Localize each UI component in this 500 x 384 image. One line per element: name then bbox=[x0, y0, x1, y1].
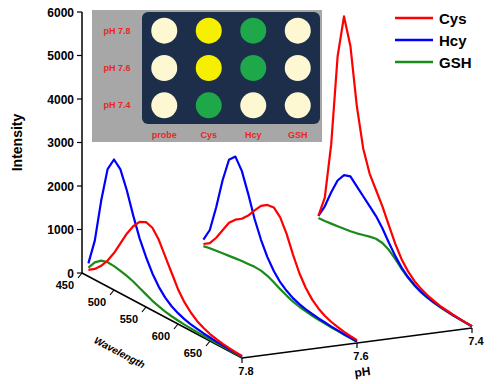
inset-background bbox=[92, 10, 322, 142]
series-line bbox=[318, 175, 472, 326]
inset-cell bbox=[196, 55, 222, 81]
inset-cell bbox=[285, 92, 311, 118]
inset-cell bbox=[285, 18, 311, 44]
inset: pH 7.8 pH 7.6 pH 7.4 probe Cys Hcy GSH bbox=[92, 10, 322, 142]
inset-cell bbox=[240, 55, 266, 81]
chart: 0100020003000400050006000Intensity450500… bbox=[0, 0, 500, 384]
inset-row-label: pH 7.6 bbox=[103, 63, 130, 73]
y-tick-label: 2000 bbox=[47, 180, 74, 194]
y-tick bbox=[77, 98, 82, 99]
series-line bbox=[88, 160, 242, 357]
inset-cell bbox=[151, 18, 177, 44]
y-tick bbox=[77, 185, 82, 186]
y-tick bbox=[77, 229, 82, 230]
z-tick bbox=[356, 343, 357, 348]
x-tick bbox=[110, 290, 114, 295]
x-tick bbox=[206, 341, 210, 346]
plot-area bbox=[88, 16, 472, 357]
legend-swatch bbox=[395, 17, 433, 20]
x-tick-label: 500 bbox=[88, 296, 106, 308]
axes: 0100020003000400050006000Intensity450500… bbox=[9, 6, 485, 381]
series-line bbox=[88, 222, 242, 356]
series-line bbox=[318, 16, 472, 326]
inset-cell bbox=[196, 92, 222, 118]
series-line bbox=[318, 218, 472, 326]
legend-label: Hcy bbox=[439, 32, 467, 49]
inset-cell bbox=[240, 92, 266, 118]
inset-panel bbox=[142, 12, 320, 124]
y-tick bbox=[77, 55, 82, 56]
y-tick-label: 3000 bbox=[47, 136, 74, 150]
y-axis-label: Intensity bbox=[9, 114, 25, 172]
z-tick-label: 7.6 bbox=[353, 350, 368, 362]
inset-cell bbox=[285, 55, 311, 81]
x-tick-label: 450 bbox=[56, 279, 74, 291]
legend-swatch bbox=[395, 61, 433, 64]
x-tick bbox=[174, 324, 178, 329]
y-tick-label: 6000 bbox=[47, 6, 74, 20]
inset-cell bbox=[196, 18, 222, 44]
inset-row-label: pH 7.8 bbox=[103, 26, 130, 36]
y-tick bbox=[77, 142, 82, 143]
x-tick-label: 550 bbox=[120, 313, 138, 325]
inset-column-label: probe bbox=[152, 130, 177, 140]
y-tick bbox=[77, 11, 82, 12]
inset-cell bbox=[240, 18, 266, 44]
legend-label: Cys bbox=[439, 10, 467, 27]
x-axis-label: Wavelength bbox=[92, 334, 147, 370]
inset-column-label: GSH bbox=[288, 130, 308, 140]
series-line bbox=[203, 205, 357, 340]
inset-row-label: pH 7.4 bbox=[103, 100, 130, 110]
inset-column-label: Cys bbox=[200, 130, 217, 140]
y-tick-label: 4000 bbox=[47, 93, 74, 107]
x-tick bbox=[78, 273, 82, 278]
inset-cell bbox=[151, 55, 177, 81]
inset-cell bbox=[151, 92, 177, 118]
x-tick-label: 600 bbox=[152, 330, 170, 342]
legend: Cys Hcy GSH bbox=[395, 10, 472, 71]
z-tick bbox=[241, 358, 242, 363]
z-tick-label: 7.4 bbox=[468, 335, 484, 347]
x-tick-label: 650 bbox=[184, 347, 202, 359]
z-axis-label: pH bbox=[354, 364, 372, 380]
y-tick-label: 1000 bbox=[47, 223, 74, 237]
series-line bbox=[203, 157, 357, 342]
inset-column-label: Hcy bbox=[245, 130, 262, 140]
legend-label: GSH bbox=[439, 54, 472, 71]
y-tick-label: 5000 bbox=[47, 49, 74, 63]
z-tick bbox=[471, 328, 472, 333]
x-tick bbox=[142, 307, 146, 312]
z-tick-label: 7.8 bbox=[238, 365, 253, 377]
legend-swatch bbox=[395, 39, 433, 42]
